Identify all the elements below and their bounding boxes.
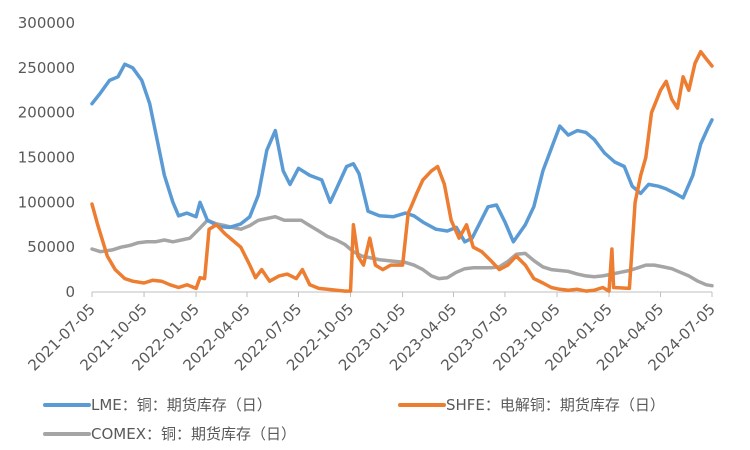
series-line-2 [90, 214, 714, 288]
legend-label-1: SHFE：电解铜：期货库存（日） [446, 396, 665, 414]
y-tick-label: 100000 [18, 193, 75, 211]
legend-label-0: LME：铜：期货库存（日） [91, 396, 272, 414]
y-tick-label: 0 [65, 283, 75, 301]
y-tick-label: 150000 [18, 149, 75, 167]
series-line-0 [90, 62, 714, 244]
y-tick-label: 250000 [18, 59, 75, 77]
legend: LME：铜：期货库存（日） SHFE：电解铜：期货库存（日） COMEX：铜：期货库… [43, 396, 665, 443]
legend-label-2: COMEX：铜：期货库存（日） [91, 425, 296, 443]
y-axis-tick-labels: 0 50000 100000 150000 200000 250000 300000 [18, 14, 75, 301]
x-axis: 2021-07-052021-10-052022-01-052022-04-05… [24, 291, 719, 374]
y-tick-label: 50000 [27, 238, 75, 256]
series-lines [90, 49, 714, 293]
y-tick-label: 300000 [18, 14, 75, 32]
series-line-1 [90, 49, 714, 293]
y-tick-label: 200000 [18, 104, 75, 122]
